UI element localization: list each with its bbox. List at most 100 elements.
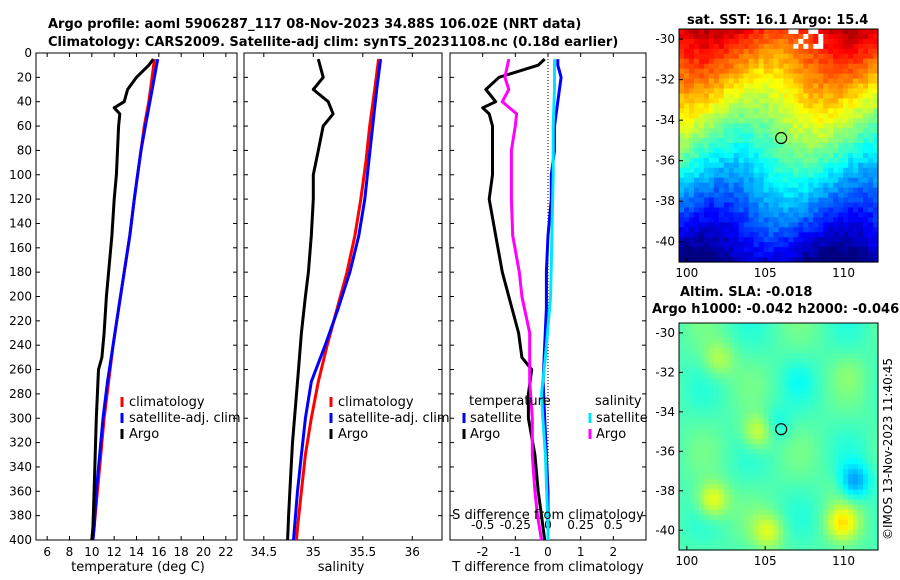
map-cell xyxy=(788,363,795,369)
map-cell xyxy=(738,433,745,440)
map-cell xyxy=(793,177,799,184)
map-cell xyxy=(788,118,795,124)
map-cell xyxy=(758,333,765,339)
y-tick-label: 260 xyxy=(9,363,32,377)
map-cell xyxy=(738,519,745,526)
map-cell xyxy=(833,363,839,369)
map-cell xyxy=(803,328,809,334)
map-cell xyxy=(848,237,854,243)
map-cell xyxy=(693,514,700,521)
map-cell xyxy=(713,433,720,440)
map-cell xyxy=(808,147,814,154)
map-cell xyxy=(723,464,730,470)
map-cell xyxy=(683,222,690,228)
map-cell xyxy=(838,43,844,50)
map-cell xyxy=(708,544,715,551)
map-cell xyxy=(773,217,780,223)
map-cell xyxy=(828,212,834,218)
map-cell xyxy=(863,373,869,380)
map-cell xyxy=(698,187,705,194)
map-cell xyxy=(788,484,795,491)
map-cell xyxy=(723,373,730,380)
map-cell xyxy=(828,418,834,425)
map-cell xyxy=(718,217,725,223)
map-cell xyxy=(743,388,750,395)
map-cell xyxy=(679,398,685,405)
map-cell xyxy=(853,469,859,475)
map-cell xyxy=(783,514,790,521)
map-cell xyxy=(718,43,725,50)
map-cell xyxy=(858,63,864,70)
map-cell xyxy=(788,128,795,134)
map-cell xyxy=(728,197,735,204)
map-cell xyxy=(843,494,849,501)
map-cell xyxy=(863,197,869,204)
map-cell xyxy=(838,212,844,218)
map-cell xyxy=(728,484,735,491)
map-cell xyxy=(718,474,725,480)
map-cell xyxy=(808,418,814,425)
map-cell xyxy=(793,202,799,209)
difference-legend: temperature satellite Argo salinity sate… xyxy=(462,394,648,442)
map-cell xyxy=(838,343,844,349)
map-cell xyxy=(813,524,819,531)
map-cell xyxy=(708,227,715,233)
map-cell xyxy=(698,413,705,420)
map-cell xyxy=(768,449,775,455)
map-cell xyxy=(679,509,685,516)
map-cell xyxy=(688,118,695,124)
map-cell xyxy=(838,423,844,430)
map-cell xyxy=(763,43,770,50)
map-cell xyxy=(808,197,814,204)
map-cell xyxy=(813,428,819,435)
map-cell xyxy=(698,418,705,425)
map-cell xyxy=(683,363,690,369)
map-cell xyxy=(753,43,760,50)
map-cell xyxy=(798,63,804,70)
map-cell xyxy=(773,242,780,248)
map-cell xyxy=(873,162,879,169)
map-cell xyxy=(808,388,814,395)
map-cell xyxy=(863,363,869,369)
map-cell xyxy=(703,247,710,253)
map-cell xyxy=(848,418,854,425)
map-cell xyxy=(828,217,834,223)
map-cell xyxy=(868,147,874,154)
map-cell xyxy=(693,247,700,253)
map-cell xyxy=(808,257,814,263)
map-cell xyxy=(788,217,795,223)
map-cell xyxy=(768,93,775,100)
map-cell xyxy=(788,257,795,263)
map-cell xyxy=(703,43,710,50)
map-cell xyxy=(693,38,700,45)
map-cell xyxy=(808,242,814,248)
map-cell xyxy=(773,212,780,218)
map-cell xyxy=(718,222,725,228)
map-cell xyxy=(733,519,740,526)
map-cell xyxy=(833,182,839,189)
map-cell xyxy=(703,152,710,159)
map-cell xyxy=(718,408,725,415)
map-cell xyxy=(733,464,740,470)
map-cell xyxy=(728,338,735,344)
map-cell xyxy=(708,529,715,536)
map-cell xyxy=(793,227,799,233)
map-cell xyxy=(823,202,829,209)
map-cell xyxy=(703,128,710,134)
map-cell xyxy=(733,444,740,450)
map-cell xyxy=(868,187,874,194)
map-cell xyxy=(713,29,720,35)
map-cell xyxy=(679,143,685,149)
map-cell xyxy=(743,58,750,65)
map-cell xyxy=(843,147,849,154)
map-cell xyxy=(758,202,765,209)
map-cell xyxy=(708,78,715,85)
map-cell xyxy=(778,157,785,164)
map-cell xyxy=(743,383,750,390)
map-cell xyxy=(778,128,785,134)
map-cell xyxy=(828,113,834,119)
map-cell xyxy=(848,197,854,204)
map-cell xyxy=(758,128,765,134)
map-cell xyxy=(813,544,819,551)
map-cell xyxy=(703,177,710,184)
